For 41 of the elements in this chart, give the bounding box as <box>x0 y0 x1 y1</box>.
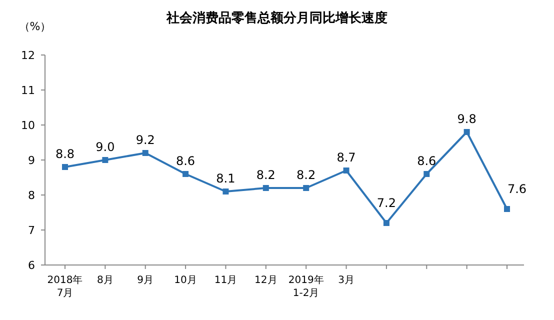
data-label: 9.2 <box>136 133 155 147</box>
x-tick-label: 11月 <box>214 275 238 286</box>
data-label: 8.8 <box>55 147 75 161</box>
point <box>62 164 68 170</box>
x-tick-label: 2019年 1-2月 <box>288 274 324 299</box>
point <box>142 150 148 156</box>
x-tick-label: 10月 <box>174 275 197 286</box>
data-label: 9.8 <box>457 112 476 126</box>
x-tick-label: 8月 <box>96 275 114 286</box>
point <box>303 185 310 191</box>
y-axis-title: （%） <box>18 20 52 33</box>
point <box>424 171 430 177</box>
data-label: 8.2 <box>296 168 316 182</box>
y-tick-label: 7 <box>28 224 35 237</box>
y-tick-label: 6 <box>28 258 35 272</box>
x-tick-label: 2018年 7月 <box>47 274 83 299</box>
point <box>343 168 350 174</box>
data-label: 8.2 <box>256 168 276 182</box>
data-label: 8.7 <box>336 150 356 164</box>
data-label: 8.1 <box>216 172 236 186</box>
y-tick-label: 12 <box>21 48 35 62</box>
x-tick-label: 12月 <box>254 275 278 286</box>
data-label: 7.2 <box>376 196 396 210</box>
data-label: 8.6 <box>176 154 196 168</box>
x-tick-label: 9月 <box>137 275 154 286</box>
y-tick-label: 10 <box>21 118 35 132</box>
point <box>182 171 189 177</box>
y-tick-label: 11 <box>21 84 35 97</box>
point <box>102 157 108 163</box>
data-label: 8.6 <box>417 154 436 168</box>
y-tick-label: 9 <box>28 154 35 167</box>
point <box>383 220 390 226</box>
data-label: 9.0 <box>96 140 115 154</box>
y-tick-label: 8 <box>28 188 35 202</box>
chart-title: 社会消费品零售总额分月同比增长速度 <box>166 10 388 26</box>
data-label: 7.6 <box>507 182 527 196</box>
x-tick-label: 3月 <box>338 275 354 286</box>
point <box>262 185 269 191</box>
point <box>504 206 510 212</box>
point <box>222 188 229 194</box>
point <box>464 129 470 135</box>
